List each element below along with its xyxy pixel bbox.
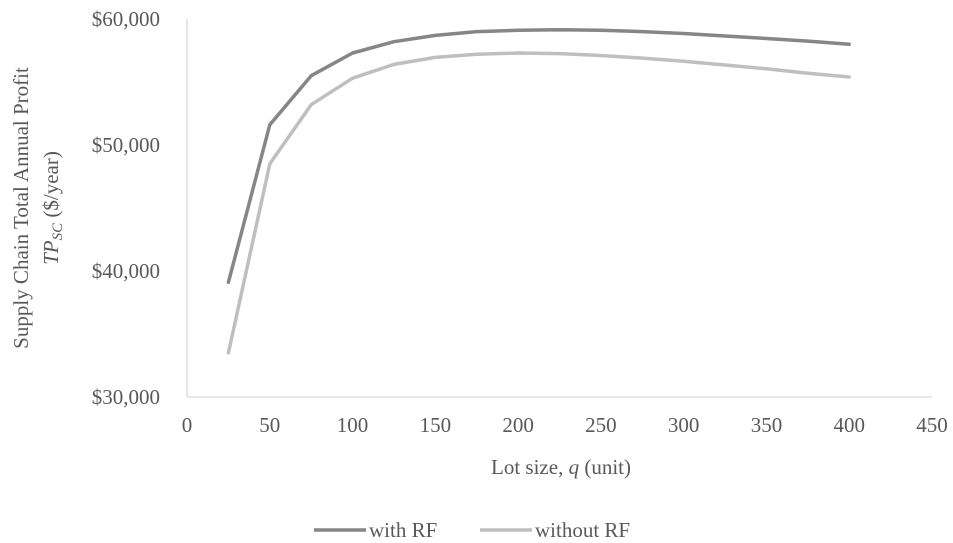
series-line-with-rf (226, 27, 851, 285)
y-axis-title: Supply Chain Total Annual Profit TPSC ($… (9, 67, 66, 349)
x-tick-label: 50 (259, 413, 280, 437)
y-tick-label: $60,000 (92, 7, 160, 31)
x-tick-label: 400 (833, 413, 865, 437)
y-axis-ticks: $30,000 $40,000 $50,000 $60,000 (92, 7, 160, 409)
legend-label: with RF (369, 518, 437, 542)
y-tick-label: $30,000 (92, 385, 160, 409)
x-tick-label: 150 (420, 413, 452, 437)
x-axis-title: Lot size, q (unit) (491, 455, 631, 479)
x-tick-label: 250 (585, 413, 617, 437)
x-tick-label: 450 (916, 413, 948, 437)
y-axis-title-line1: Supply Chain Total Annual Profit (9, 67, 33, 349)
x-tick-label: 300 (668, 413, 700, 437)
legend-label: without RF (535, 518, 630, 542)
y-axis-title-line2: TPSC ($/year) (39, 151, 66, 265)
legend: with RF without RF (314, 518, 630, 542)
x-tick-label: 350 (751, 413, 783, 437)
x-tick-label: 100 (337, 413, 369, 437)
series-line-without-rf (226, 51, 851, 355)
y-tick-label: $50,000 (92, 133, 160, 157)
x-tick-label: 0 (182, 413, 193, 437)
x-axis-ticks: 0 50 100 150 200 250 300 350 400 450 (182, 413, 948, 437)
x-tick-label: 200 (502, 413, 534, 437)
series-lines (226, 27, 851, 355)
y-tick-label: $40,000 (92, 259, 160, 283)
